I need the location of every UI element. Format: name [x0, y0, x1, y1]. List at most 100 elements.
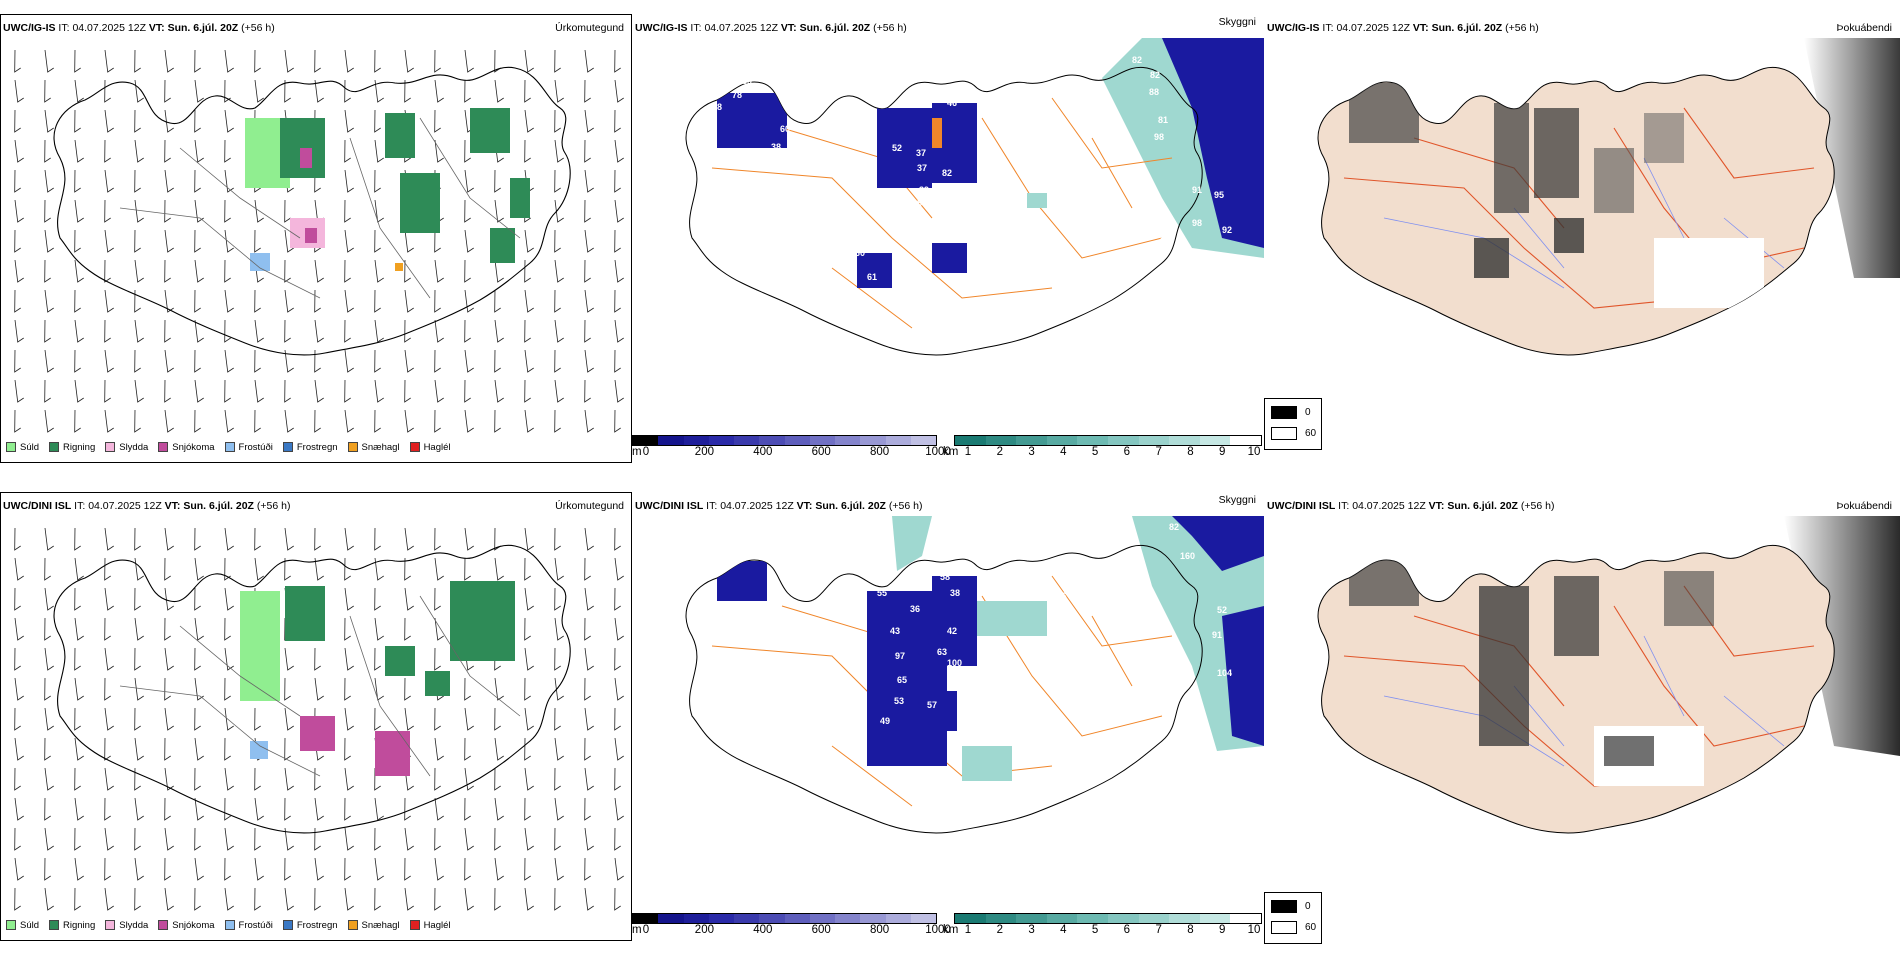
- wind-barb: [434, 737, 444, 761]
- wind-barb: [44, 259, 51, 283]
- wind-barb: [134, 109, 141, 133]
- wind-barb: [464, 827, 474, 851]
- colorbar-swatch: [734, 914, 760, 923]
- wind-barb: [284, 707, 294, 731]
- model-name: UWC/IG-IS: [1267, 22, 1320, 34]
- wind-barb: [164, 617, 171, 641]
- wind-barb: [44, 617, 51, 641]
- wind-barb: [614, 409, 621, 433]
- colorbar-tick: 1: [964, 446, 972, 458]
- wind-barb: [284, 767, 294, 791]
- wind-barb: [14, 169, 21, 193]
- ceiling-value-label: 60: [855, 248, 865, 258]
- colorbar-swatch: [985, 436, 1017, 445]
- fog-swatch-high: [1271, 900, 1297, 913]
- wind-barb: [434, 349, 441, 373]
- wind-barb: [494, 349, 501, 373]
- wind-barb: [74, 199, 84, 223]
- lead-time: (+56 h): [256, 500, 291, 512]
- wind-barb: [134, 139, 144, 163]
- wind-barb: [74, 557, 84, 581]
- wind-barb: [254, 49, 261, 73]
- wind-barb: [524, 587, 534, 611]
- it-label: IT:: [706, 500, 718, 512]
- wind-barb: [374, 827, 381, 851]
- legend-item: Haglél: [409, 442, 451, 453]
- wind-barb: [14, 379, 24, 403]
- legend-item: Snjókoma: [158, 442, 215, 453]
- wind-barb: [344, 857, 351, 881]
- wind-barb: [554, 617, 564, 641]
- wind-barb: [584, 349, 594, 373]
- wind-barb: [44, 887, 54, 911]
- wind-barb: [104, 49, 114, 73]
- wind-barb: [14, 647, 21, 671]
- wind-barb: [464, 557, 471, 581]
- wind-barb: [134, 707, 141, 731]
- ceiling-value-label: 81: [1158, 115, 1168, 125]
- colorbar-swatch: [1230, 914, 1261, 923]
- wind-barb: [584, 199, 591, 223]
- wind-barb: [44, 767, 54, 791]
- wind-barb: [614, 349, 621, 373]
- colorbar-swatch: [955, 914, 986, 923]
- fog-legend-top: 0 60: [1264, 398, 1322, 450]
- wind-barb: [344, 289, 354, 313]
- wind-barb: [164, 677, 171, 701]
- wind-barb: [44, 109, 54, 133]
- wind-barb: [284, 527, 294, 551]
- wind-barb: [464, 319, 471, 343]
- colorbar-tick: 1000: [925, 924, 951, 936]
- wind-barb: [524, 379, 531, 403]
- wind-barb: [104, 767, 114, 791]
- wind-barb: [224, 169, 234, 193]
- colorbar-tick: 8: [1187, 924, 1194, 936]
- ceiling-value-label: 104: [1217, 668, 1232, 678]
- colorbar-tick: 3: [1028, 924, 1035, 936]
- wind-barb: [524, 139, 531, 163]
- wind-barb: [584, 617, 591, 641]
- wind-barb: [74, 647, 81, 671]
- ceiling-value-label: 63: [937, 647, 947, 657]
- colorbar-tick: 6: [1123, 924, 1131, 936]
- wind-barb: [164, 169, 174, 193]
- wind-barb: [344, 647, 354, 671]
- legend-swatch: [282, 442, 293, 452]
- wind-barb: [44, 797, 51, 821]
- panel-title: Skyggni: [1218, 494, 1256, 506]
- colorbar-tick: 600: [811, 446, 831, 458]
- wind-barb: [284, 319, 291, 343]
- wind-barb: [344, 827, 354, 851]
- legend-item: Haglél: [409, 920, 451, 931]
- colorbar-tick: 200: [694, 446, 714, 458]
- wind-barb: [44, 379, 51, 403]
- wind-barb: [224, 259, 231, 283]
- wind-barb: [554, 737, 564, 761]
- wind-barb: [464, 887, 474, 911]
- colorbar-tick: 5: [1091, 924, 1099, 936]
- wind-barb: [164, 557, 171, 581]
- wind-barb: [434, 557, 444, 581]
- wind-barb: [434, 887, 441, 911]
- wind-barb: [434, 379, 444, 403]
- wind-barb: [74, 259, 84, 283]
- wind-barb: [584, 647, 594, 671]
- wind-barb: [44, 557, 51, 581]
- wind-barb: [464, 677, 471, 701]
- legend-item: Rigning: [49, 442, 95, 453]
- wind-barb: [404, 827, 414, 851]
- wind-barb: [584, 259, 591, 283]
- wind-barb: [614, 857, 624, 881]
- wind-barb: [314, 409, 321, 433]
- wind-barb: [434, 409, 441, 433]
- wind-barb: [374, 587, 381, 611]
- wind-barb: [464, 737, 471, 761]
- lead-time: (+56 h): [1505, 22, 1539, 34]
- wind-barb: [554, 349, 561, 373]
- colorbar-swatch: [885, 436, 911, 445]
- legend-label: Snjókoma: [172, 919, 215, 931]
- wind-barb: [284, 289, 294, 313]
- wind-barb: [614, 527, 621, 551]
- wind-barb: [344, 259, 351, 283]
- legend-item: Slydda: [105, 442, 148, 453]
